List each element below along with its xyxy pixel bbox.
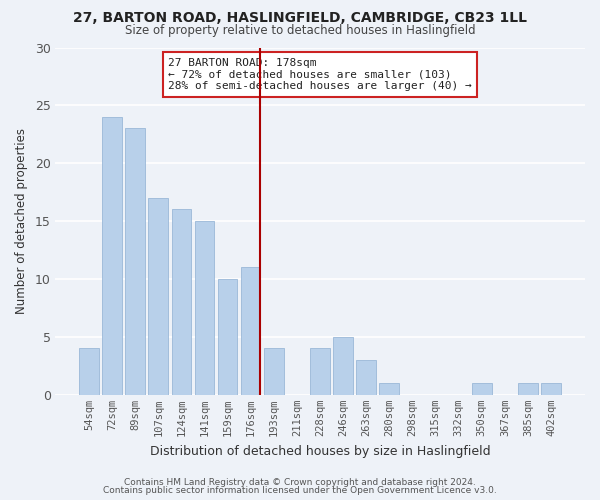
Bar [125,128,145,394]
Bar [541,383,561,394]
Bar [218,279,238,394]
Text: Size of property relative to detached houses in Haslingfield: Size of property relative to detached ho… [125,24,475,37]
Text: Contains public sector information licensed under the Open Government Licence v3: Contains public sector information licen… [103,486,497,495]
Bar [472,383,491,394]
X-axis label: Distribution of detached houses by size in Haslingfield: Distribution of detached houses by size … [149,444,490,458]
Bar [79,348,99,395]
Text: Contains HM Land Registry data © Crown copyright and database right 2024.: Contains HM Land Registry data © Crown c… [124,478,476,487]
Y-axis label: Number of detached properties: Number of detached properties [15,128,28,314]
Text: 27, BARTON ROAD, HASLINGFIELD, CAMBRIDGE, CB23 1LL: 27, BARTON ROAD, HASLINGFIELD, CAMBRIDGE… [73,11,527,25]
Bar [333,336,353,394]
Bar [102,117,122,394]
Bar [148,198,168,394]
Bar [356,360,376,394]
Bar [310,348,330,395]
Text: 27 BARTON ROAD: 178sqm
← 72% of detached houses are smaller (103)
28% of semi-de: 27 BARTON ROAD: 178sqm ← 72% of detached… [168,58,472,91]
Bar [172,210,191,394]
Bar [518,383,538,394]
Bar [264,348,284,395]
Bar [241,268,260,394]
Bar [194,221,214,394]
Bar [379,383,399,394]
